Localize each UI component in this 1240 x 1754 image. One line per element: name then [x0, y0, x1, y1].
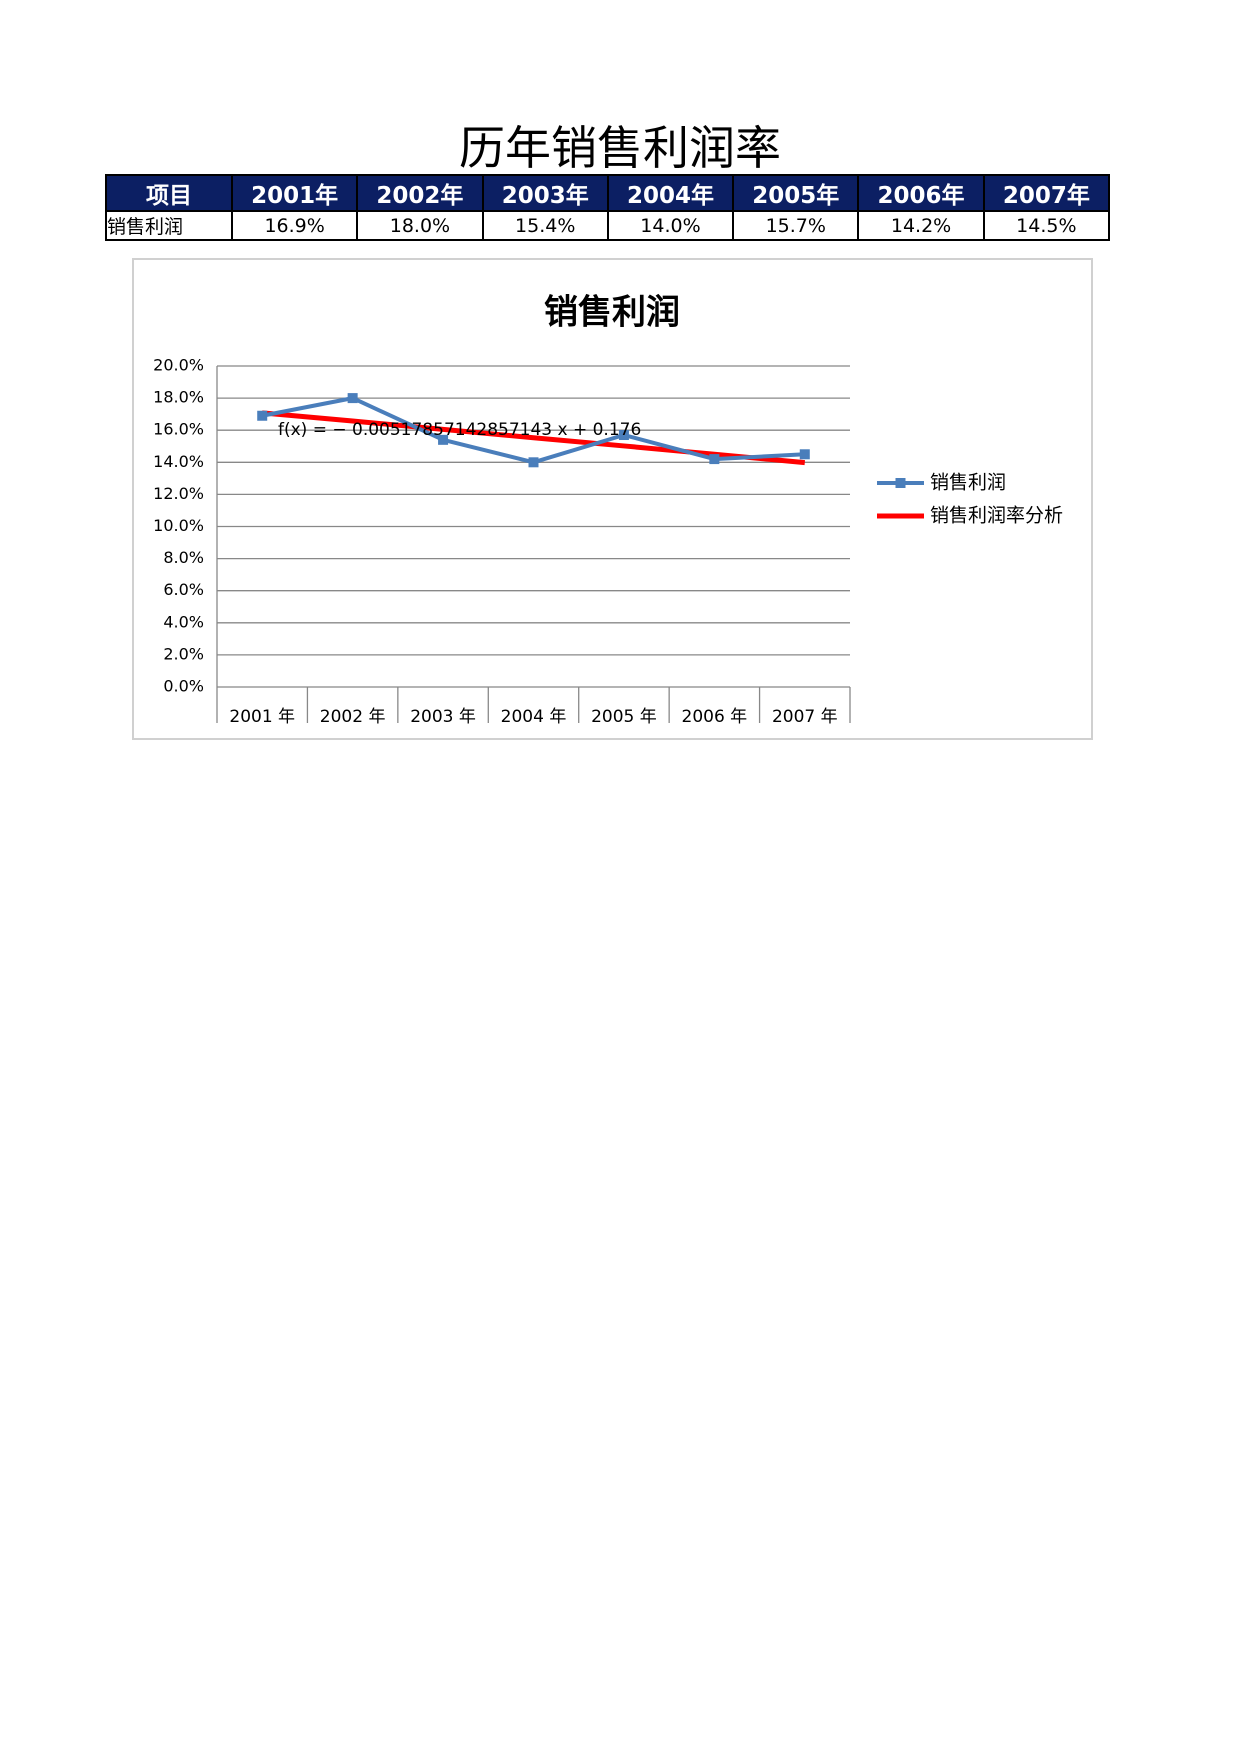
y-tick-label: 2.0% — [163, 644, 204, 663]
x-tick-label: 2001 年 — [229, 707, 295, 727]
header-cell: 2004年 — [606, 174, 735, 212]
y-tick-label: 14.0% — [153, 452, 204, 471]
x-tick-label: 2006 年 — [682, 707, 748, 727]
header-cell: 2007年 — [982, 174, 1111, 212]
header-cell: 2002年 — [356, 174, 484, 212]
trendline-equation: f(x) = − 0.00517857142857143 x + 0.176 — [278, 420, 641, 440]
x-tick-label: 2007 年 — [772, 707, 838, 727]
header-cell: 项目 — [105, 174, 233, 212]
y-tick-label: 0.0% — [163, 677, 204, 696]
y-tick-label: 16.0% — [153, 420, 204, 439]
data-cell: 14.2% — [857, 210, 985, 241]
marker — [257, 410, 268, 421]
marker — [799, 449, 810, 460]
y-tick-label: 10.0% — [153, 516, 204, 535]
legend-marker — [895, 478, 906, 488]
header-cell: 2003年 — [481, 174, 609, 212]
marker — [347, 393, 358, 404]
chart: 销售利润 0.0% 2.0% 4.0% 6.0% 8.0% 10.0% 12.0% 14.0%… — [132, 258, 1093, 740]
data-table: 项目 2001年 2002年 2003年 2004年 2005年 2006年 2007年 销售… — [105, 174, 1111, 241]
data-cell: 14.5% — [982, 210, 1111, 241]
chart-frame — [132, 258, 1093, 740]
y-tick-label: 6.0% — [163, 580, 204, 599]
data-cell: 15.4% — [481, 210, 609, 241]
data-cell: 销售利润 — [105, 210, 233, 241]
x-tick-label: 2003 年 — [410, 707, 476, 727]
data-cell: 18.0% — [356, 210, 484, 241]
marker — [528, 457, 539, 468]
header-cell: 2001年 — [230, 174, 359, 212]
header-row: 项目 2001年 2002年 2003年 2004年 2005年 2006年 2007年 — [105, 174, 1111, 212]
header-cell: 2005年 — [732, 174, 860, 212]
marker — [618, 430, 629, 441]
y-tick-label: 8.0% — [163, 548, 204, 567]
x-tick-label: 2004 年 — [501, 707, 567, 727]
chart-title: 销售利润 — [544, 293, 680, 333]
y-tick-label: 4.0% — [163, 612, 204, 631]
header-cell: 2006年 — [857, 174, 985, 212]
document-title: 历年销售利润率 — [459, 121, 781, 175]
y-tick-label: 18.0% — [153, 388, 204, 407]
x-tick-label: 2002 年 — [320, 707, 386, 727]
data-cell: 15.7% — [732, 210, 860, 241]
legend-label: 销售利润 — [930, 472, 1006, 494]
y-tick-label: 12.0% — [153, 484, 204, 503]
data-row: 销售利润 16.9% 18.0% 15.4% 14.0% 15.7% 14.2% 14.5% — [105, 210, 1111, 241]
legend-label: 销售利润率分析 — [930, 505, 1063, 527]
marker — [709, 454, 720, 465]
x-tick-label: 2005 年 — [591, 707, 657, 727]
marker — [438, 434, 449, 445]
data-cell: 16.9% — [230, 210, 359, 241]
y-tick-label: 20.0% — [153, 356, 204, 375]
data-cell: 14.0% — [606, 210, 735, 241]
